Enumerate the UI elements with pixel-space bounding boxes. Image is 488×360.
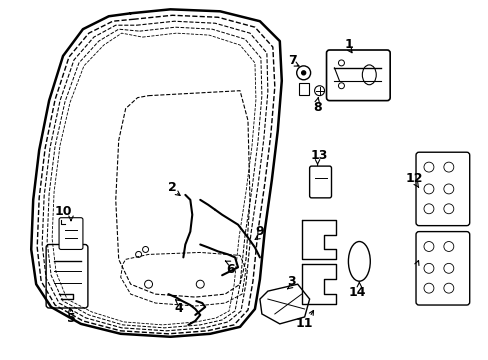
Text: 14: 14 xyxy=(348,285,366,299)
FancyBboxPatch shape xyxy=(415,152,469,226)
Text: 8: 8 xyxy=(313,101,321,114)
Text: 9: 9 xyxy=(255,225,264,238)
FancyBboxPatch shape xyxy=(46,244,88,308)
FancyBboxPatch shape xyxy=(326,50,389,100)
Text: 6: 6 xyxy=(225,263,234,276)
FancyBboxPatch shape xyxy=(415,231,469,305)
Text: 4: 4 xyxy=(174,302,183,315)
Text: 11: 11 xyxy=(295,318,313,330)
Text: 1: 1 xyxy=(345,37,353,50)
Polygon shape xyxy=(301,220,336,260)
Ellipse shape xyxy=(347,242,369,281)
Text: 5: 5 xyxy=(66,312,75,325)
FancyBboxPatch shape xyxy=(59,218,83,249)
Text: 13: 13 xyxy=(310,149,327,162)
Ellipse shape xyxy=(362,65,375,85)
Text: 2: 2 xyxy=(168,181,177,194)
Text: 7: 7 xyxy=(288,54,297,67)
Polygon shape xyxy=(260,284,309,324)
Bar xyxy=(298,83,308,95)
FancyBboxPatch shape xyxy=(309,166,331,198)
Polygon shape xyxy=(301,264,336,304)
Text: 10: 10 xyxy=(54,205,72,218)
Circle shape xyxy=(301,71,305,75)
Text: 3: 3 xyxy=(287,275,295,288)
Text: 12: 12 xyxy=(405,171,422,185)
